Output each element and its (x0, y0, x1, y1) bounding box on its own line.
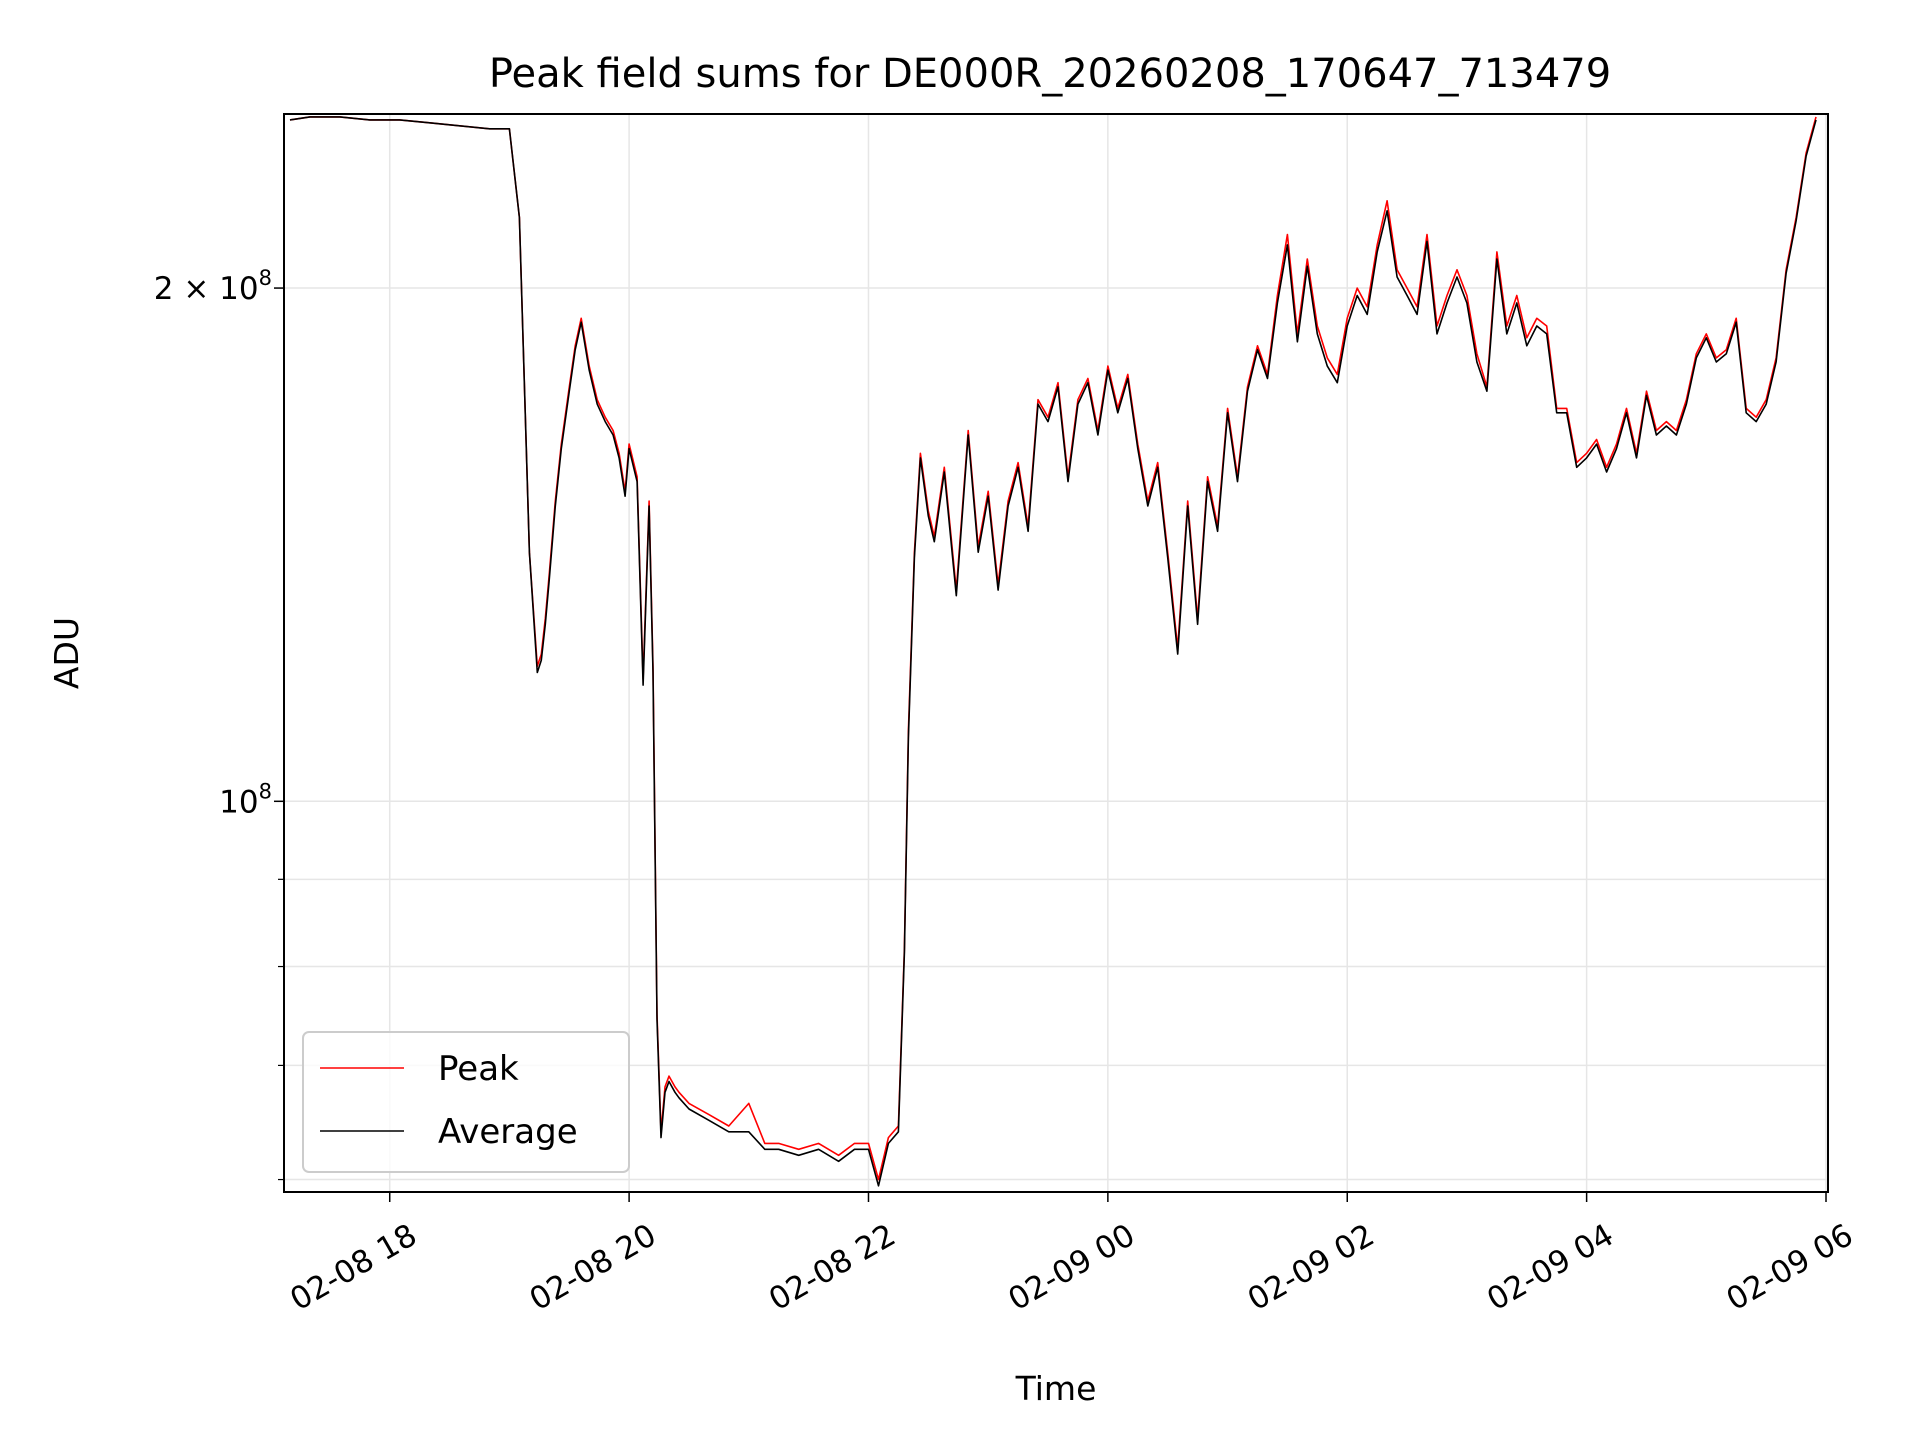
chart-title: Peak field sums for DE000R_20260208_1706… (489, 51, 1611, 97)
legend: Peak Average (302, 1031, 630, 1173)
legend-box (302, 1031, 630, 1173)
y-tick-label-exponent: 8 (259, 266, 272, 290)
series-line-average (289, 116, 1817, 1187)
x-axis-label: Time (1015, 1369, 1097, 1408)
y-tick-label-exponent: 8 (259, 779, 272, 803)
y-tick-label-base: 10 (219, 784, 258, 820)
series-layer (289, 116, 1817, 1187)
legend-label-average: Average (438, 1112, 578, 1152)
y-tick-label: 108 (219, 779, 272, 820)
legend-label-peak: Peak (438, 1049, 519, 1089)
y-tick-label-base: 2 × 10 (154, 271, 259, 307)
y-axis-label: ADU (47, 617, 86, 689)
y-tick-label: 2 × 108 (154, 266, 272, 307)
plot-frame (283, 113, 1829, 1193)
